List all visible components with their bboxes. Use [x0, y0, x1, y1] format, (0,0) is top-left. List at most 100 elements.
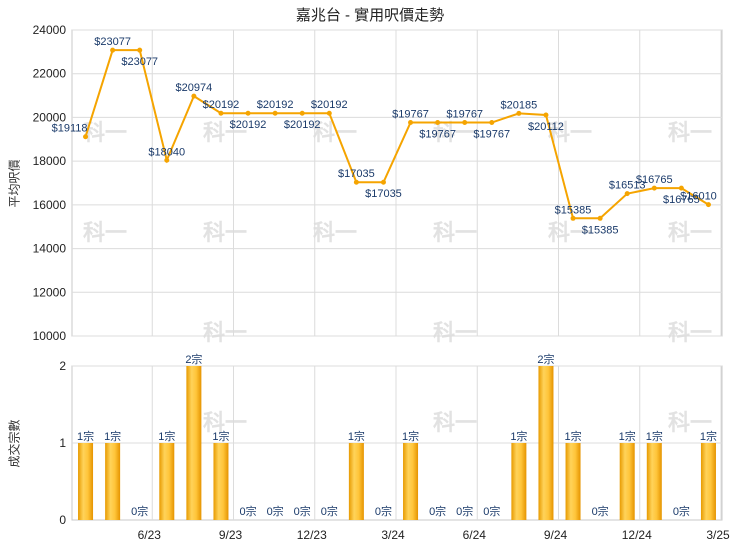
price-tick-label: 10000 [33, 329, 67, 343]
price-data-label: $17035 [338, 168, 375, 180]
watermark-text: 科一 [203, 220, 247, 245]
price-point [83, 134, 89, 140]
price-data-label: $23077 [121, 56, 158, 68]
watermark-text: 科一 [668, 410, 712, 435]
price-point [272, 110, 278, 116]
price-data-label: $19767 [419, 129, 456, 141]
price-data-label: $19767 [446, 109, 483, 121]
price-data-label: $23077 [94, 36, 131, 48]
count-tick-label: 0 [59, 513, 66, 527]
count-data-label: 0宗 [673, 504, 690, 518]
x-tick-label: 6/23 [138, 528, 162, 542]
price-data-label: $18040 [148, 146, 185, 158]
count-data-label: 0宗 [375, 504, 392, 518]
count-bar [78, 443, 94, 520]
count-data-label: 0宗 [239, 504, 256, 518]
price-line [84, 49, 709, 220]
price-point [137, 47, 143, 53]
price-data-label: $19118 [52, 123, 88, 135]
price-tick-label: 14000 [33, 242, 67, 256]
x-tick-label: 9/23 [219, 528, 243, 542]
count-data-label: 1宗 [564, 429, 581, 443]
count-bar [646, 443, 662, 520]
count-data-label: 1宗 [700, 429, 717, 443]
price-point [489, 120, 495, 126]
price-point [624, 191, 630, 197]
price-data-label: $17035 [365, 188, 402, 200]
count-data-label: 0宗 [131, 504, 148, 518]
count-data-label: 1宗 [619, 429, 636, 443]
price-point [245, 110, 251, 116]
chart-title: 嘉兆台 - 實用呎價走勢 [295, 7, 445, 24]
count-data-label: 1宗 [158, 429, 175, 443]
price-point [353, 179, 359, 185]
watermark-text: 科一 [433, 120, 477, 145]
price-point [570, 215, 576, 221]
x-tick-label: 3/24 [381, 528, 405, 542]
x-tick-label: 9/24 [544, 528, 568, 542]
price-data-label: $20112 [528, 121, 564, 133]
count-data-label: 1宗 [77, 429, 94, 443]
price-data-label: $20192 [284, 119, 321, 131]
count-data-label: 1宗 [212, 429, 229, 443]
count-bar [538, 366, 554, 520]
count-bar [213, 443, 229, 520]
watermark-text: 科一 [668, 220, 712, 245]
x-tick-label: 3/25 [706, 528, 730, 542]
count-bar [159, 443, 175, 520]
count-data-label: 0宗 [321, 504, 338, 518]
price-point [543, 112, 549, 118]
count-data-label: 1宗 [646, 429, 663, 443]
watermark-text: 科一 [83, 220, 127, 245]
count-data-label: 1宗 [402, 429, 419, 443]
price-point [326, 110, 332, 116]
price-data-label: $20185 [501, 99, 538, 111]
watermark-text: 科一 [433, 320, 477, 345]
price-point [191, 93, 197, 99]
count-data-label: 1宗 [510, 429, 527, 443]
price-point [462, 120, 468, 126]
count-tick-label: 2 [59, 359, 66, 373]
x-tick-label: 6/24 [463, 528, 487, 542]
count-data-label: 2宗 [537, 352, 554, 366]
count-bar [565, 443, 581, 520]
count-data-label: 1宗 [348, 429, 365, 443]
watermark-text: 科一 [313, 220, 357, 245]
count-data-label: 2宗 [185, 352, 202, 366]
price-data-label: $16010 [680, 191, 717, 203]
price-point [164, 157, 170, 163]
count-data-label: 0宗 [429, 504, 446, 518]
watermark-text: 科一 [668, 120, 712, 145]
price-tick-label: 24000 [33, 23, 67, 37]
x-tick-label: 12/23 [297, 528, 327, 542]
watermark-text: 科一 [203, 410, 247, 435]
price-point [516, 110, 522, 116]
watermark-text: 科一 [433, 410, 477, 435]
price-data-label: $20192 [257, 99, 294, 111]
price-point [678, 185, 684, 191]
price-data-label: $15385 [582, 224, 619, 236]
price-data-label: $20192 [311, 99, 348, 111]
price-plot-frame [71, 29, 723, 337]
watermark-text: 科一 [203, 320, 247, 345]
x-tick-label: 12/24 [622, 528, 652, 542]
count-bar [105, 443, 121, 520]
price-data-label: $16513 [609, 180, 646, 192]
count-data-label: 0宗 [267, 504, 284, 518]
price-data-label: $19767 [473, 129, 510, 141]
watermark-text: 科一 [548, 120, 592, 145]
price-point [597, 215, 603, 221]
price-point [651, 185, 657, 191]
price-tick-label: 22000 [33, 67, 67, 81]
price-point [299, 110, 305, 116]
count-data-label: 0宗 [483, 504, 500, 518]
count-data-label: 1宗 [104, 429, 121, 443]
count-bar [186, 366, 202, 520]
price-data-label: $16765 [636, 174, 673, 186]
price-point [110, 47, 116, 53]
count-data-label: 0宗 [294, 504, 311, 518]
watermark-text: 科一 [433, 220, 477, 245]
price-data-label: $20192 [203, 99, 240, 111]
